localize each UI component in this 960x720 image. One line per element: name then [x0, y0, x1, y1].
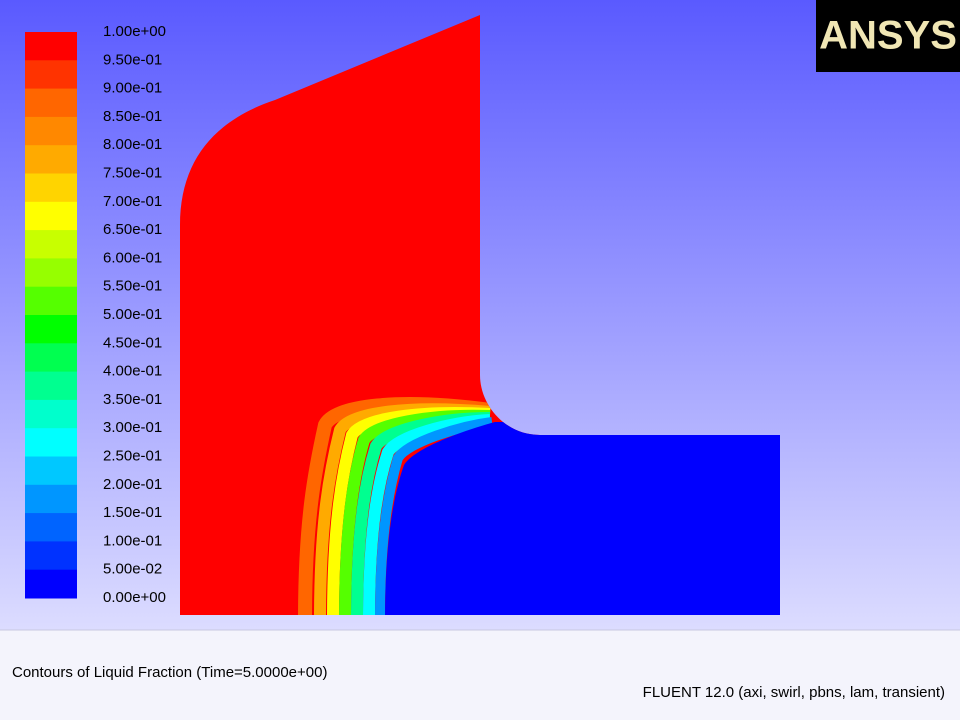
colorbar-band [25, 399, 77, 429]
colorbar-band [25, 173, 77, 203]
colorbar-band [25, 230, 77, 259]
colorbar-band [25, 315, 77, 344]
colorbar-band [25, 258, 77, 288]
colorbar-band [25, 513, 77, 542]
colorbar-label: 1.50e-01 [103, 504, 162, 521]
colorbar-label: 6.50e-01 [103, 221, 162, 238]
colorbar-band [25, 428, 77, 457]
logo: ANSYS [819, 14, 957, 58]
colorbar-band [25, 88, 77, 118]
colorbar-label: 9.00e-01 [103, 80, 162, 97]
colorbar-band [25, 541, 77, 571]
colorbar-label: 5.00e-01 [103, 306, 162, 323]
colorbar-label: 2.00e-01 [103, 476, 162, 493]
colorbar-band [25, 145, 77, 174]
colorbar-band [25, 201, 77, 231]
colorbar-label: 4.00e-01 [103, 363, 162, 380]
colorbar-label: 5.00e-02 [103, 561, 162, 578]
colorbar-band [25, 286, 77, 316]
footer: FLUENT 12.0 (axi, swirl, pbns, lam, tran… [643, 684, 945, 701]
colorbar-label: 2.50e-01 [103, 447, 162, 464]
colorbar-label: 1.00e-01 [103, 532, 162, 549]
colorbar-label: 6.00e-01 [103, 249, 162, 266]
colorbar-label: 7.50e-01 [103, 164, 162, 181]
caption-panel [0, 630, 960, 720]
colorbar-label: 8.50e-01 [103, 108, 162, 125]
colorbar-band [25, 484, 77, 514]
colorbar-band [25, 371, 77, 401]
colorbar-band [25, 60, 77, 90]
colorbar-label: 5.50e-01 [103, 278, 162, 295]
colorbar-label: 7.00e-01 [103, 193, 162, 210]
colorbar-label: 3.00e-01 [103, 419, 162, 436]
colorbar-label: 1.00e+00 [103, 23, 166, 40]
colorbar-band [25, 32, 77, 61]
colorbar-band [25, 343, 77, 373]
colorbar-label: 8.00e-01 [103, 136, 162, 153]
colorbar-band [25, 569, 77, 599]
logo-box [816, 0, 960, 72]
caption: Contours of Liquid Fraction (Time=5.0000… [12, 664, 327, 681]
colorbar-band [25, 116, 77, 146]
colorbar-band [25, 456, 77, 486]
colorbar: 1.00e+00 9.50e-01 9.00e-01 8.50e-01 8.00e-01… [25, 23, 166, 606]
colorbar-label: 0.00e+00 [103, 589, 166, 606]
colorbar-label: 9.50e-01 [103, 51, 162, 68]
colorbar-label: 3.50e-01 [103, 391, 162, 408]
colorbar-label: 4.50e-01 [103, 334, 162, 351]
